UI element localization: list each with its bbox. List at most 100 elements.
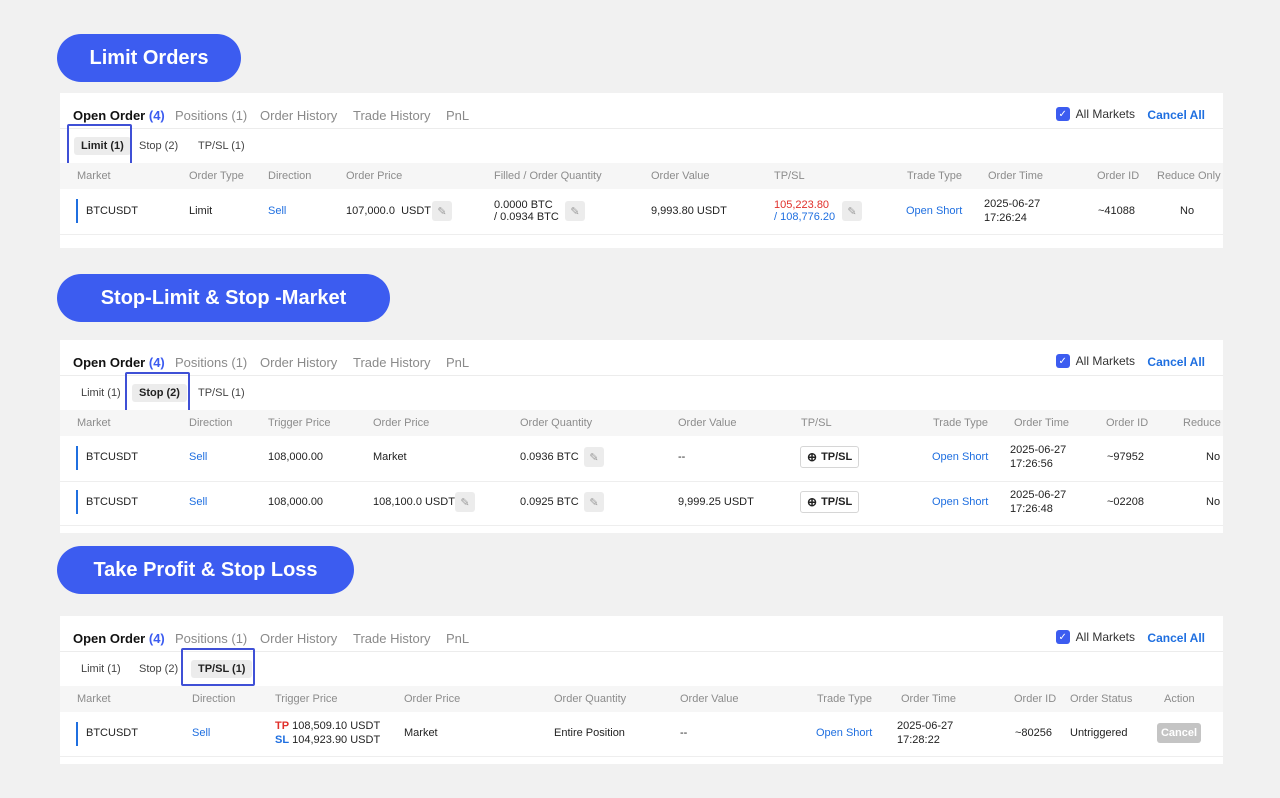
sl-value: 104,923.90 USDT (292, 734, 381, 746)
pencil-icon[interactable]: ✎ (455, 492, 475, 512)
all-markets-toggle[interactable]: ✓ All Markets (1055, 107, 1135, 121)
checkbox-checked-icon[interactable]: ✓ (1055, 107, 1070, 121)
pencil-icon[interactable]: ✎ (584, 492, 604, 512)
table-header: Market Direction Trigger Price Order Pri… (60, 410, 1223, 436)
cell-trade-type: Open Short (906, 205, 963, 217)
subtab-stop[interactable]: Stop (2) (139, 140, 179, 152)
cell-reduce-only: No (1180, 205, 1195, 217)
order-value: 9,993.80 (651, 205, 694, 217)
section-title-text: Limit Orders (89, 46, 209, 69)
header-filled-qty: Filled / Order Quantity (494, 170, 602, 182)
subtab-stop[interactable]: Stop (2) (132, 384, 187, 402)
orders-panel-tpsl: Open Order (4) Positions (1) Order Histo… (60, 616, 1223, 764)
all-markets-toggle[interactable]: ✓ All Markets (1055, 630, 1135, 644)
cell-market: BTCUSDT (86, 451, 138, 463)
cell-market: BTCUSDT (86, 727, 138, 739)
cell-trigger-price: 108,000.00 (268, 451, 324, 463)
tab-order-history[interactable]: Order History (260, 355, 338, 370)
pencil-icon[interactable]: ✎ (842, 201, 862, 221)
header-direction: Direction (268, 170, 312, 182)
tab-trade-history[interactable]: Trade History (353, 108, 431, 123)
add-tpsl-label: TP/SL (821, 496, 853, 508)
tab-trade-history[interactable]: Trade History (353, 631, 431, 646)
sl-label: SL (275, 734, 290, 746)
cell-filled: 0.0000 BTC (494, 199, 553, 212)
tab-open-order[interactable]: Open Order (4) (73, 108, 165, 123)
tab-open-order[interactable]: Open Order (4) (73, 355, 165, 370)
row-indicator (76, 199, 78, 223)
all-markets-toggle[interactable]: ✓ All Markets (1055, 354, 1135, 368)
cell-order-value: -- (680, 727, 688, 739)
subtab-tpsl[interactable]: TP/SL (1) (198, 387, 245, 399)
header-order-quantity: Order Quantity (520, 417, 593, 429)
cell-direction: Sell (192, 727, 211, 739)
section-title-stop-orders: Stop-Limit & Stop -Market (57, 274, 390, 322)
add-tpsl-button[interactable]: ⊕ TP/SL (800, 491, 860, 513)
cancel-order-button[interactable]: Cancel (1157, 723, 1201, 743)
cell-order-id: ~41088 (1098, 205, 1136, 217)
cell-direction: Sell (189, 451, 208, 463)
pencil-icon[interactable]: ✎ (432, 201, 452, 221)
row-indicator (76, 446, 78, 470)
tab-positions[interactable]: Positions (1) (175, 108, 248, 123)
tab-order-history[interactable]: Order History (260, 631, 338, 646)
tab-trade-history[interactable]: Trade History (353, 355, 431, 370)
cell-trigger-sl: SL 104,923.90 USDT (275, 734, 380, 747)
header-order-value: Order Value (680, 693, 739, 705)
cell-market: BTCUSDT (86, 205, 138, 217)
tab-pnl[interactable]: PnL (446, 355, 470, 370)
subtab-limit[interactable]: Limit (1) (74, 137, 131, 155)
cell-order-type: Limit (189, 205, 213, 217)
cell-order-price: 107,000.0 USDT (346, 205, 431, 218)
section-title-text: Take Profit & Stop Loss (93, 558, 318, 581)
header-direction: Direction (192, 693, 236, 705)
cell-order-date: 2025-06-27 (897, 720, 954, 732)
pencil-icon[interactable]: ✎ (565, 201, 585, 221)
header-reduce-only: Reduce Only (1157, 170, 1221, 182)
tab-pnl[interactable]: PnL (446, 108, 470, 123)
pencil-icon[interactable]: ✎ (584, 447, 604, 467)
subtab-limit[interactable]: Limit (1) (81, 663, 121, 675)
cell-direction: Sell (268, 205, 287, 217)
add-tpsl-button[interactable]: ⊕ TP/SL (800, 446, 860, 468)
header-reduce: Reduce (1183, 417, 1221, 429)
cell-order-time: 17:26:56 (1010, 458, 1053, 470)
tab-positions[interactable]: Positions (1) (175, 355, 248, 370)
cell-order-quantity: 0.0925 BTC (520, 496, 579, 508)
cancel-all-button[interactable]: Cancel All (1147, 631, 1205, 645)
cancel-all-button[interactable]: Cancel All (1147, 355, 1205, 369)
table-header: Market Order Type Direction Order Price … (60, 163, 1223, 189)
row-indicator (76, 490, 78, 514)
cell-order-price: 108,100.0 USDT (373, 496, 455, 508)
subtab-limit[interactable]: Limit (1) (81, 387, 121, 399)
tab-open-order[interactable]: Open Order (4) (73, 631, 165, 646)
header-trade-type: Trade Type (907, 170, 963, 182)
header-trade-type: Trade Type (933, 417, 989, 429)
tab-open-order-count: (4) (148, 631, 165, 646)
subtab-tpsl[interactable]: TP/SL (1) (191, 660, 253, 678)
subtab-stop[interactable]: Stop (2) (139, 663, 179, 675)
tabs-divider (60, 651, 1223, 652)
cell-order-quantity: 0.0936 BTC (520, 451, 579, 463)
row-divider (60, 756, 1223, 757)
cell-order-time: 17:28:22 (897, 734, 940, 746)
row-divider (60, 234, 1223, 235)
tab-pnl[interactable]: PnL (446, 631, 470, 646)
tp-value: 108,509.10 USDT (292, 720, 381, 732)
cell-sl: / 108,776.20 (774, 211, 836, 223)
checkbox-checked-icon[interactable]: ✓ (1055, 630, 1070, 644)
header-direction: Direction (189, 417, 233, 429)
cell-trigger-price: 108,000.00 (268, 496, 324, 508)
tab-order-history[interactable]: Order History (260, 108, 338, 123)
header-tpsl: TP/SL (801, 417, 832, 429)
cell-quantity: / 0.0934 BTC (494, 211, 559, 224)
tab-positions[interactable]: Positions (1) (175, 631, 248, 646)
header-order-time: Order Time (988, 170, 1044, 182)
tp-label: TP (275, 720, 290, 732)
checkbox-checked-icon[interactable]: ✓ (1055, 354, 1070, 368)
section-title-tpsl-orders: Take Profit & Stop Loss (57, 546, 354, 594)
cancel-all-button[interactable]: Cancel All (1147, 108, 1205, 122)
subtab-tpsl[interactable]: TP/SL (1) (198, 140, 245, 152)
orders-panel-stop: Open Order (4) Positions (1) Order Histo… (60, 340, 1223, 533)
tab-open-order-label: Open Order (73, 108, 146, 123)
